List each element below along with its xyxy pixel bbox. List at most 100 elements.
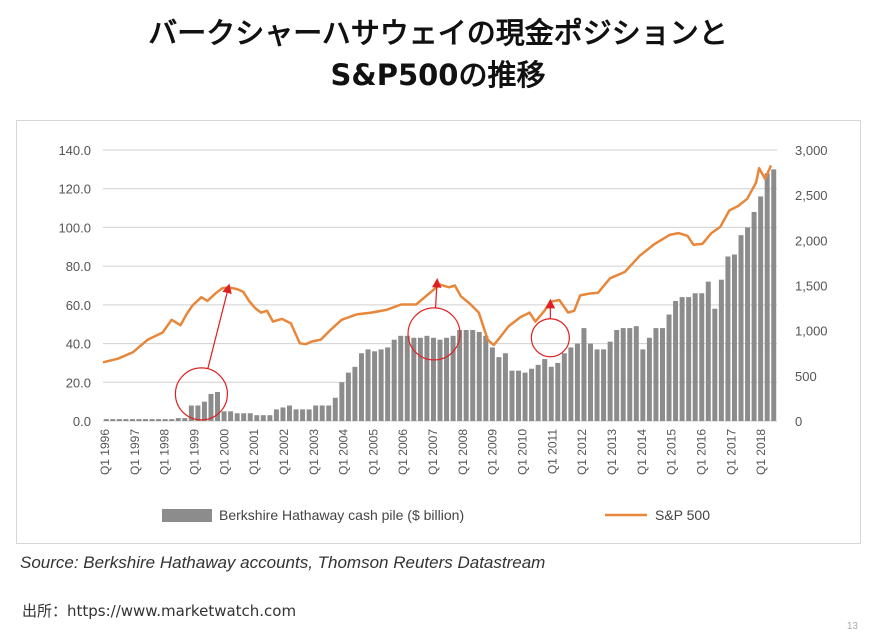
x-tick-label: Q1 2010	[516, 429, 530, 475]
y-left-tick-label: 140.0	[58, 143, 91, 158]
x-tick-label: Q1 2003	[307, 429, 321, 475]
y-right-tick-label: 3,000	[795, 143, 828, 158]
cash-bar	[404, 335, 410, 421]
y-left-tick-label: 80.0	[66, 259, 91, 274]
annotation-circle	[174, 367, 229, 421]
cash-bar	[352, 366, 358, 421]
chart-svg: 0.0 20.0 40.0 60.0 80.0 100.0 120.0 140.0 0 500 1,…	[58, 143, 828, 523]
cash-bar	[103, 419, 109, 421]
cash-bar	[699, 293, 705, 421]
cash-bar	[391, 339, 397, 421]
x-tick-label: Q1 2014	[635, 429, 649, 475]
cash-bar	[620, 328, 626, 421]
cash-bar	[607, 341, 613, 421]
cash-bar	[188, 405, 194, 421]
cash-bar	[169, 419, 175, 421]
y-left-tick-label: 0.0	[73, 414, 91, 429]
cash-bar	[332, 397, 338, 421]
cash-bar	[548, 366, 554, 421]
cash-bar	[201, 401, 207, 421]
y-right-tick-label: 1,500	[795, 279, 828, 294]
cash-bar	[457, 330, 463, 421]
cash-bar	[731, 254, 737, 421]
legend-bar-label: Berkshire Hathaway cash pile ($ billion)	[219, 507, 464, 523]
x-tick-label: Q1 2016	[694, 429, 708, 475]
y-left-tick-label: 20.0	[66, 375, 91, 390]
cash-bar	[287, 405, 292, 421]
cash-bar	[705, 281, 711, 421]
cash-bar	[692, 293, 698, 421]
cash-bar	[627, 328, 633, 421]
cash-bar	[712, 308, 718, 421]
cash-bar	[417, 337, 423, 421]
cash-bar	[424, 335, 430, 421]
x-tick-label: Q1 1997	[128, 429, 142, 475]
cash-bar	[430, 337, 436, 421]
legend-line-label: S&P 500	[655, 507, 710, 523]
cash-bar	[365, 349, 371, 421]
page-number: 13	[846, 621, 858, 632]
x-tick-label: Q1 2008	[456, 429, 470, 475]
legend-bar-swatch	[162, 509, 212, 522]
cash-bar	[306, 409, 312, 421]
cash-bar	[280, 407, 286, 421]
cash-bar	[568, 347, 574, 421]
x-tick-label: Q1 2015	[665, 429, 679, 475]
annotation-circle	[407, 307, 461, 361]
cash-bar	[175, 418, 181, 421]
cash-bar	[358, 353, 364, 421]
cash-bar	[686, 297, 692, 421]
cash-bar	[738, 235, 744, 421]
source-caption: Source: Berkshire Hathaway accounts, Tho…	[20, 553, 546, 572]
cash-bar	[293, 409, 299, 421]
cash-bar	[594, 349, 600, 421]
cash-bar	[673, 300, 679, 421]
annotation-circle	[530, 318, 570, 358]
x-tick-label: Q1 2002	[277, 429, 291, 475]
cash-bar	[156, 419, 162, 421]
cash-bar	[496, 357, 502, 421]
cash-bar	[162, 419, 168, 421]
cash-bar	[725, 256, 731, 421]
cash-bar	[398, 335, 404, 421]
credit-caption: 出所：https://www.marketwatch.com	[22, 602, 297, 620]
cash-bar	[221, 411, 227, 421]
cash-bar	[215, 391, 221, 421]
x-tick-label: Q1 2011	[545, 429, 559, 474]
cash-bar	[574, 343, 580, 421]
cash-bar	[601, 349, 607, 421]
cash-bar	[463, 330, 469, 421]
cash-bar	[745, 227, 751, 421]
x-tick-label: Q1 2005	[366, 429, 380, 475]
y-right-tick-label: 0	[795, 414, 802, 429]
x-tick-label: Q1 2001	[247, 429, 261, 475]
cash-bar	[751, 211, 757, 421]
y-right-tick-label: 500	[795, 369, 817, 384]
cash-bar	[385, 347, 391, 421]
x-tick-label: Q1 2007	[426, 429, 440, 475]
x-tick-label: Q1 2012	[575, 429, 589, 475]
x-tick-label: Q1 2017	[724, 429, 738, 475]
cash-bar	[411, 337, 417, 421]
cash-bar	[535, 364, 541, 421]
cash-bar	[195, 405, 201, 421]
cash-bar	[136, 419, 142, 421]
annotation-arrow	[207, 283, 232, 369]
title-line-1: バークシャーハサウェイの現金ポジションと	[148, 16, 728, 50]
cash-bar	[234, 413, 240, 421]
y-left-tick-label: 60.0	[66, 298, 91, 313]
x-tick-label: Q1 2013	[605, 429, 619, 475]
chart-frame: 0.0 20.0 40.0 60.0 80.0 100.0 120.0 140.0 0 500 1,…	[16, 120, 861, 544]
x-tick-label: Q1 2000	[217, 429, 231, 475]
cash-bar	[555, 362, 561, 421]
cash-bar	[149, 419, 155, 421]
annotation-arrow	[431, 277, 442, 308]
x-tick-label: Q1 2006	[396, 429, 410, 475]
x-tick-label: Q1 2004	[337, 429, 351, 475]
cash-bar	[633, 326, 639, 421]
cash-bar	[614, 330, 620, 421]
cash-bar	[129, 419, 135, 421]
x-tick-label: Q1 1998	[158, 429, 172, 475]
cash-bar	[444, 337, 450, 421]
cash-bar	[718, 279, 724, 421]
